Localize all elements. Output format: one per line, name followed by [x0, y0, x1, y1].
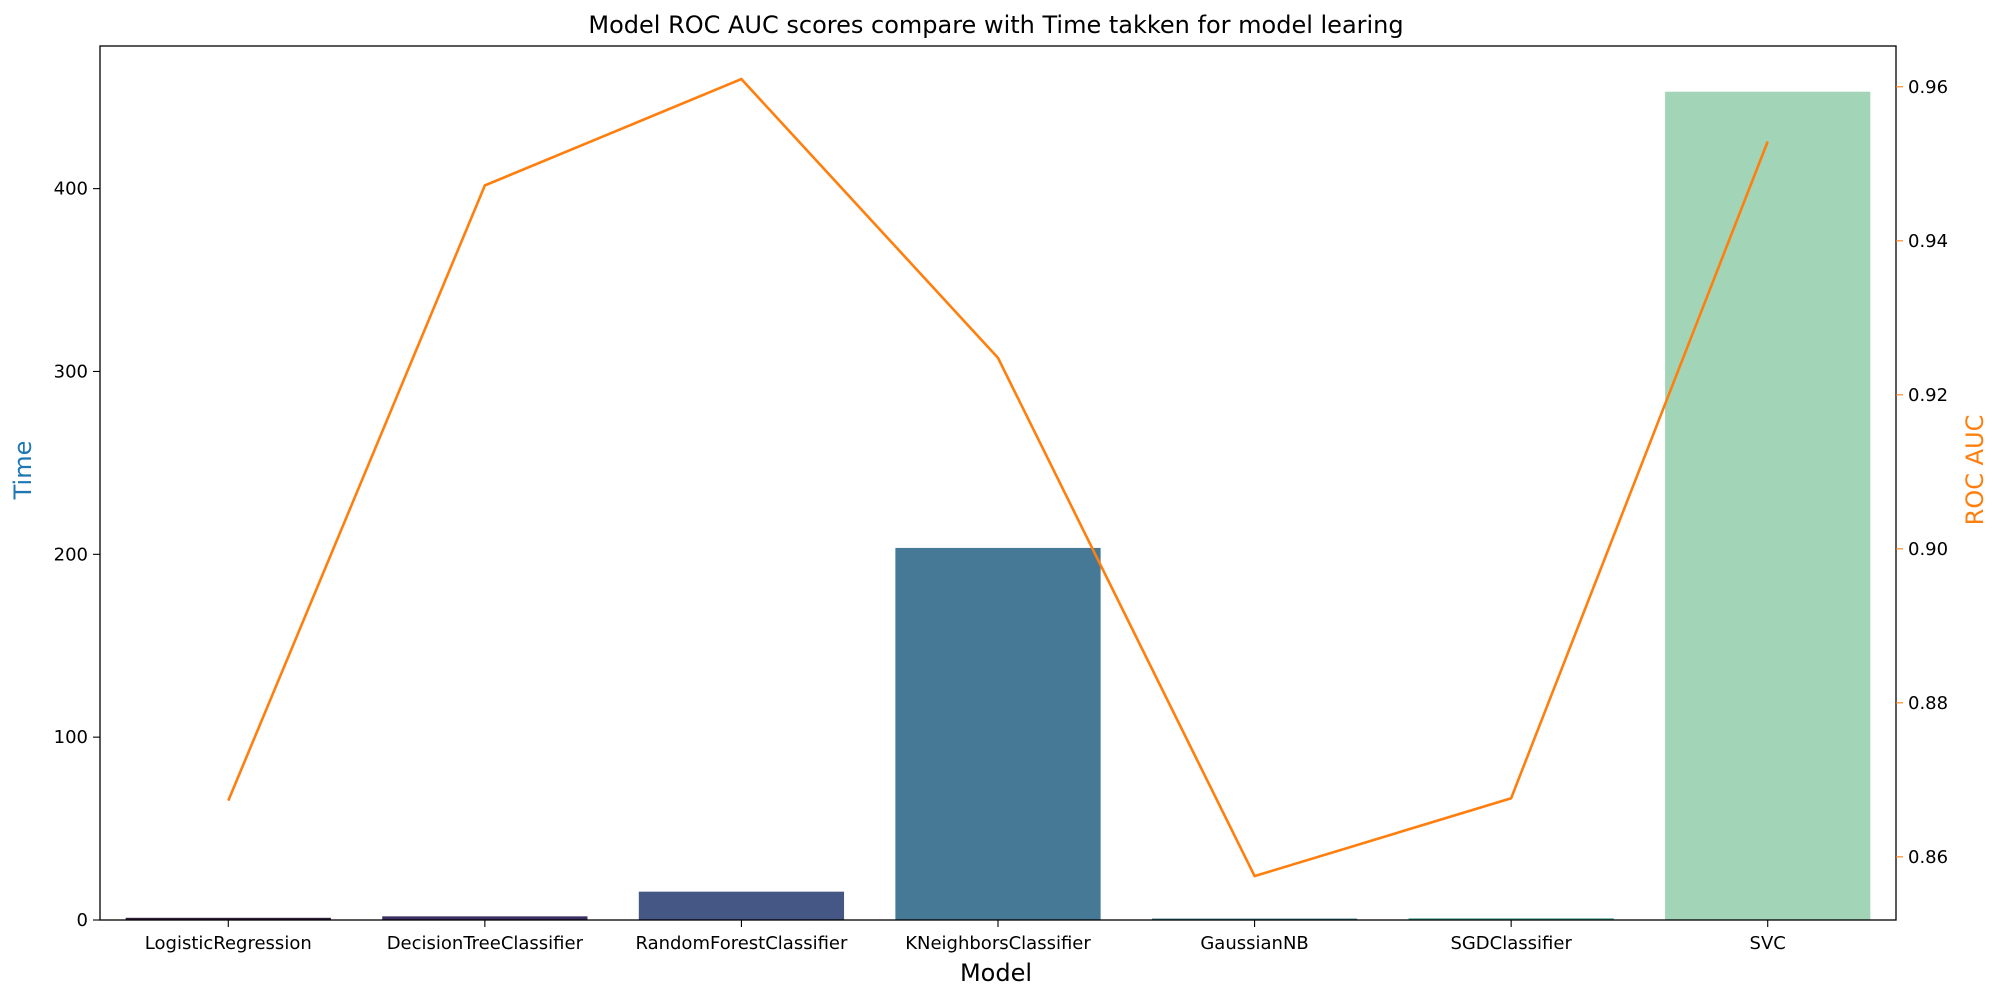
bar-svc — [1665, 92, 1870, 920]
y2-tick-label: 0.92 — [1908, 385, 1948, 406]
x-tick-label: GaussianNB — [1200, 933, 1308, 954]
x-tick-label: SVC — [1750, 933, 1786, 954]
bars-layer — [126, 92, 1871, 920]
x-axis-label: Model — [960, 959, 1032, 987]
y2-axis-label: ROC AUC — [1961, 415, 1989, 526]
y-tick-label: 100 — [54, 727, 88, 748]
y2-tick-label: 0.90 — [1908, 539, 1948, 560]
y2-tick-label: 0.94 — [1908, 231, 1948, 252]
y2-tick-label: 0.88 — [1908, 693, 1948, 714]
y-axis-label: Time — [9, 441, 37, 501]
chart-title: Model ROC AUC scores compare with Time t… — [588, 11, 1403, 39]
x-tick-label: SGDClassifier — [1450, 933, 1572, 954]
x-tick-label: DecisionTreeClassifier — [387, 933, 584, 954]
y2-tick-label: 0.96 — [1908, 77, 1948, 98]
x-tick-label: LogisticRegression — [145, 933, 312, 954]
bar-randomforestclassifier — [639, 892, 844, 920]
y-tick-label: 300 — [54, 361, 88, 382]
y-tick-label: 400 — [54, 179, 88, 200]
x-tick-label: RandomForestClassifier — [635, 933, 848, 954]
y2-tick-label: 0.86 — [1908, 847, 1948, 868]
x-tick-label: KNeighborsClassifier — [905, 933, 1091, 954]
y-tick-label: 200 — [54, 544, 88, 565]
bar-kneighborsclassifier — [895, 548, 1100, 920]
y-tick-label: 0 — [77, 910, 88, 931]
